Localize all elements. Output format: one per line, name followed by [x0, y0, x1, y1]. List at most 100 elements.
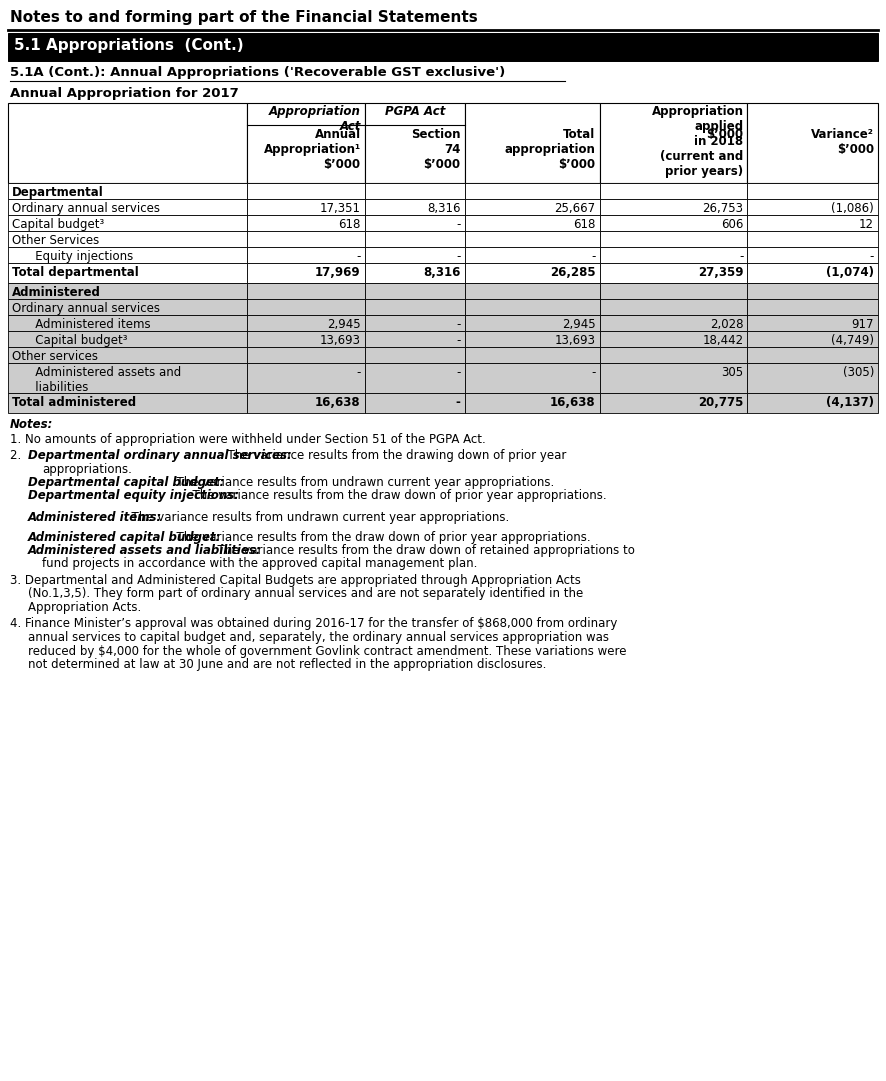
Text: Ordinary annual services: Ordinary annual services — [12, 202, 160, 215]
Text: The variance results from the drawing down of prior year: The variance results from the drawing do… — [220, 449, 566, 462]
Bar — [8, 331, 247, 347]
Bar — [247, 347, 365, 363]
Bar — [465, 263, 600, 283]
Text: Total
appropriation
$’000: Total appropriation $’000 — [505, 128, 595, 171]
Text: 917: 917 — [851, 318, 874, 331]
Text: 618: 618 — [338, 218, 361, 231]
Text: 5.1A (Cont.): Annual Appropriations ('Recoverable GST exclusive'): 5.1A (Cont.): Annual Appropriations ('Re… — [10, 66, 505, 79]
Text: 1. No amounts of appropriation were withheld under Section 51 of the PGPA Act.: 1. No amounts of appropriation were with… — [10, 432, 486, 445]
Text: Administered assets and liabilities:: Administered assets and liabilities: — [28, 544, 261, 557]
Text: -: - — [739, 250, 743, 263]
Bar — [748, 246, 878, 263]
Bar — [365, 393, 465, 413]
Bar — [748, 393, 878, 413]
Text: -: - — [356, 366, 361, 379]
Bar — [247, 283, 365, 299]
Text: 18,442: 18,442 — [703, 334, 743, 347]
Text: Administered capital budget:: Administered capital budget: — [28, 531, 222, 544]
Bar — [8, 315, 247, 331]
Text: Administered items:: Administered items: — [28, 511, 162, 524]
Bar — [247, 393, 365, 413]
Text: (4,749): (4,749) — [831, 334, 874, 347]
Bar — [748, 363, 878, 393]
Text: not determined at law at 30 June and are not reflected in the appropriation disc: not determined at law at 30 June and are… — [28, 658, 547, 671]
Bar — [365, 315, 465, 331]
Text: Appropriation Acts.: Appropriation Acts. — [28, 601, 141, 614]
Bar — [8, 246, 247, 263]
Text: Section
74
$’000: Section 74 $’000 — [411, 128, 461, 171]
Text: The variance results from the draw down of retained appropriations to: The variance results from the draw down … — [210, 544, 634, 557]
Text: 17,969: 17,969 — [315, 266, 361, 279]
Text: 26,753: 26,753 — [703, 202, 743, 215]
Text: (305): (305) — [843, 366, 874, 379]
Bar — [8, 183, 247, 199]
Bar — [748, 231, 878, 246]
Bar — [748, 183, 878, 199]
Bar — [465, 183, 600, 199]
Text: -: - — [356, 250, 361, 263]
Bar — [600, 331, 748, 347]
Bar — [748, 199, 878, 215]
Bar — [247, 315, 365, 331]
Bar — [748, 263, 878, 283]
Text: Equity injections: Equity injections — [24, 250, 133, 263]
Text: Notes to and forming part of the Financial Statements: Notes to and forming part of the Financi… — [10, 10, 478, 25]
Bar — [365, 263, 465, 283]
Bar — [8, 103, 247, 183]
Text: 5.1 Appropriations  (Cont.): 5.1 Appropriations (Cont.) — [14, 38, 244, 53]
Text: Total departmental: Total departmental — [12, 266, 139, 279]
Text: (1,086): (1,086) — [831, 202, 874, 215]
Text: Annual Appropriation for 2017: Annual Appropriation for 2017 — [10, 86, 238, 101]
Bar — [465, 283, 600, 299]
Bar — [365, 363, 465, 393]
Bar — [247, 246, 365, 263]
Text: appropriations.: appropriations. — [42, 463, 132, 476]
Bar — [465, 363, 600, 393]
Text: The variance results from undrawn current year appropriations.: The variance results from undrawn curren… — [124, 511, 509, 524]
Text: 17,351: 17,351 — [320, 202, 361, 215]
Bar — [247, 183, 365, 199]
Text: annual services to capital budget and, separately, the ordinary annual services : annual services to capital budget and, s… — [28, 631, 609, 644]
Bar — [465, 215, 600, 231]
Text: 8,316: 8,316 — [424, 266, 461, 279]
Bar — [465, 231, 600, 246]
Bar — [365, 347, 465, 363]
Text: The variance results from the draw down of prior year appropriations.: The variance results from the draw down … — [169, 531, 591, 544]
Text: Annual
Appropriation¹
$’000: Annual Appropriation¹ $’000 — [263, 128, 361, 171]
Text: Administered items: Administered items — [24, 318, 151, 331]
Text: 305: 305 — [721, 366, 743, 379]
Bar — [600, 246, 748, 263]
Bar — [748, 283, 878, 299]
Bar — [8, 347, 247, 363]
Bar — [600, 393, 748, 413]
Text: Departmental capital budget:: Departmental capital budget: — [28, 476, 224, 489]
Bar — [247, 263, 365, 283]
Bar — [748, 315, 878, 331]
Text: 2,028: 2,028 — [710, 318, 743, 331]
Bar — [365, 183, 465, 199]
Text: 26,285: 26,285 — [550, 266, 595, 279]
Text: 2,945: 2,945 — [562, 318, 595, 331]
Bar — [365, 283, 465, 299]
Bar — [465, 393, 600, 413]
Bar — [365, 299, 465, 315]
Bar — [600, 215, 748, 231]
Text: 13,693: 13,693 — [555, 334, 595, 347]
Bar — [8, 231, 247, 246]
Text: Departmental: Departmental — [12, 186, 104, 199]
Bar — [465, 246, 600, 263]
Text: Departmental equity injections:: Departmental equity injections: — [28, 490, 239, 503]
Bar — [365, 215, 465, 231]
Text: 2.: 2. — [10, 449, 25, 462]
Text: 618: 618 — [573, 218, 595, 231]
Bar — [600, 347, 748, 363]
Text: 8,316: 8,316 — [427, 202, 461, 215]
Text: reduced by $4,000 for the whole of government Govlink contract amendment. These : reduced by $4,000 for the whole of gover… — [28, 644, 626, 657]
Bar — [748, 103, 878, 183]
Text: Ordinary annual services: Ordinary annual services — [12, 302, 160, 315]
Bar — [247, 103, 365, 183]
Text: 27,359: 27,359 — [698, 266, 743, 279]
Text: -: - — [456, 318, 461, 331]
Bar — [748, 299, 878, 315]
Text: Appropriation
Act: Appropriation Act — [268, 105, 361, 133]
